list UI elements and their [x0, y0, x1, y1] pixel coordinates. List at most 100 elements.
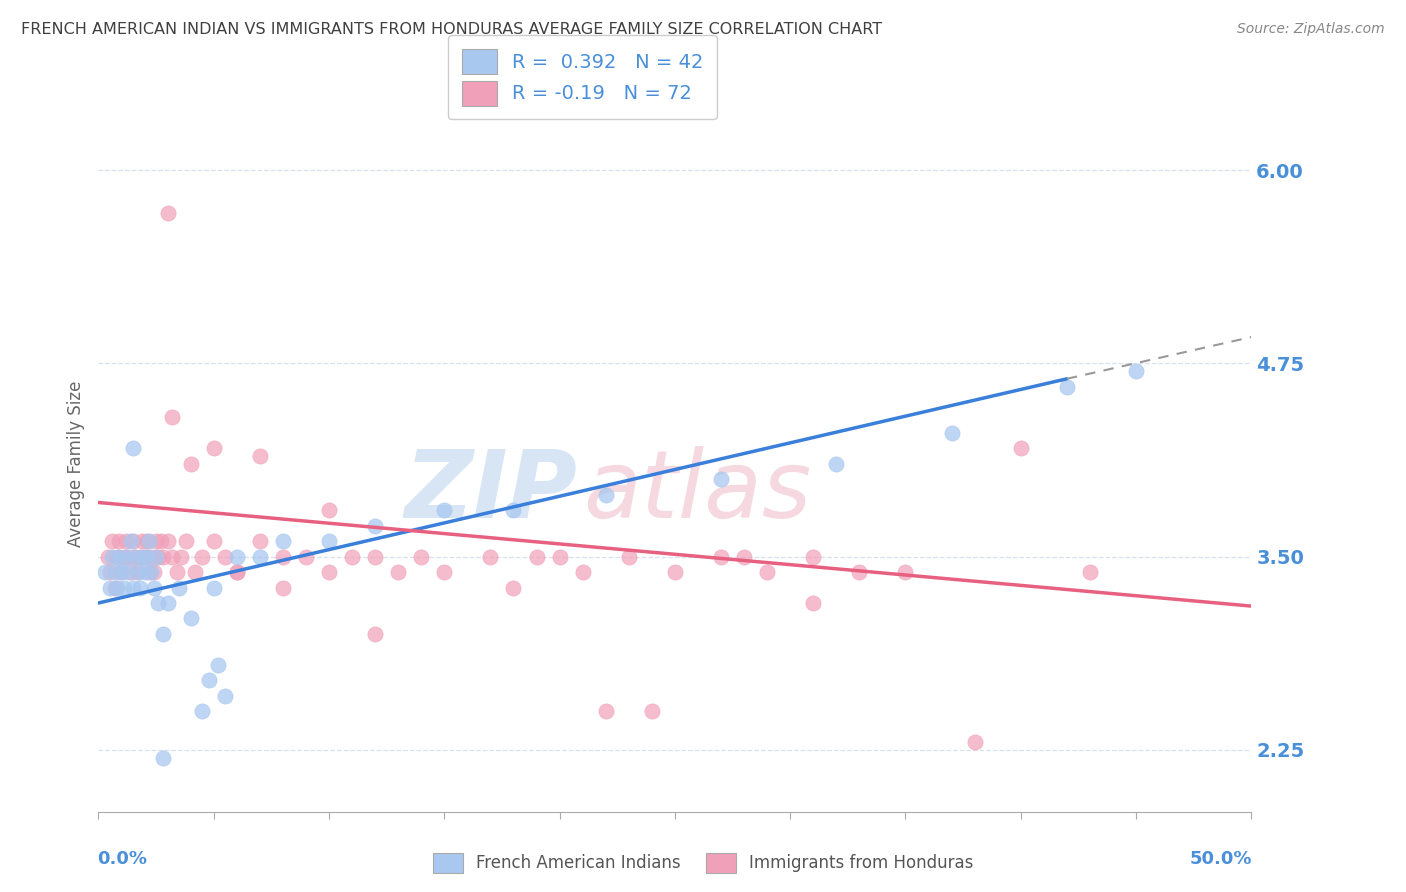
Point: [249, 549, 271, 564]
Point: [214, 689, 236, 703]
Point: [191, 704, 214, 718]
Point: [112, 549, 135, 564]
Point: [122, 534, 145, 549]
Point: [156, 206, 179, 220]
Point: [340, 549, 363, 564]
Point: [848, 565, 870, 579]
Point: [526, 549, 548, 564]
Point: [617, 549, 640, 564]
Point: [271, 534, 294, 549]
Point: [145, 534, 167, 549]
Point: [156, 534, 179, 549]
Point: [318, 534, 340, 549]
Point: [149, 534, 172, 549]
Point: [710, 549, 733, 564]
Point: [110, 565, 132, 579]
Point: [129, 549, 152, 564]
Text: ZIP: ZIP: [404, 446, 576, 538]
Point: [97, 549, 120, 564]
Point: [124, 549, 146, 564]
Point: [152, 549, 174, 564]
Point: [103, 581, 125, 595]
Point: [202, 442, 225, 456]
Point: [117, 565, 139, 579]
Legend: R =  0.392   N = 42, R = -0.19   N = 72: R = 0.392 N = 42, R = -0.19 N = 72: [449, 35, 717, 120]
Point: [433, 565, 456, 579]
Point: [202, 581, 225, 595]
Point: [112, 581, 135, 595]
Point: [101, 549, 124, 564]
Point: [122, 442, 145, 456]
Point: [271, 549, 294, 564]
Point: [117, 549, 139, 564]
Point: [129, 581, 152, 595]
Point: [198, 673, 221, 688]
Point: [595, 488, 617, 502]
Point: [548, 549, 571, 564]
Point: [180, 611, 202, 625]
Point: [103, 565, 125, 579]
Point: [295, 549, 318, 564]
Point: [664, 565, 686, 579]
Point: [1056, 379, 1078, 393]
Point: [141, 549, 163, 564]
Point: [180, 457, 202, 471]
Point: [825, 457, 848, 471]
Point: [801, 596, 824, 610]
Point: [364, 518, 387, 533]
Point: [135, 534, 157, 549]
Point: [225, 565, 247, 579]
Point: [249, 449, 271, 463]
Point: [364, 627, 387, 641]
Point: [479, 549, 502, 564]
Point: [249, 534, 271, 549]
Point: [152, 627, 174, 641]
Point: [184, 565, 207, 579]
Point: [160, 410, 183, 425]
Point: [166, 565, 188, 579]
Point: [411, 549, 433, 564]
Point: [801, 549, 824, 564]
Point: [134, 565, 156, 579]
Point: [756, 565, 779, 579]
Text: 0.0%: 0.0%: [97, 850, 148, 868]
Point: [138, 534, 160, 549]
Point: [124, 549, 146, 564]
Point: [138, 565, 160, 579]
Legend: French American Indians, Immigrants from Honduras: French American Indians, Immigrants from…: [426, 847, 980, 880]
Point: [108, 534, 131, 549]
Point: [167, 581, 190, 595]
Point: [108, 549, 131, 564]
Point: [156, 596, 179, 610]
Point: [98, 565, 121, 579]
Point: [502, 581, 524, 595]
Point: [502, 503, 524, 517]
Point: [595, 704, 617, 718]
Point: [148, 596, 170, 610]
Point: [710, 472, 733, 486]
Point: [134, 549, 156, 564]
Point: [110, 565, 132, 579]
Point: [105, 581, 128, 595]
Point: [318, 503, 340, 517]
Point: [152, 750, 174, 764]
Point: [115, 549, 138, 564]
Point: [135, 549, 157, 564]
Point: [1125, 364, 1147, 378]
Point: [127, 565, 149, 579]
Point: [141, 565, 163, 579]
Point: [131, 549, 153, 564]
Point: [142, 565, 165, 579]
Point: [160, 549, 183, 564]
Text: Source: ZipAtlas.com: Source: ZipAtlas.com: [1237, 22, 1385, 37]
Text: atlas: atlas: [582, 446, 811, 537]
Point: [105, 549, 128, 564]
Point: [894, 565, 917, 579]
Point: [191, 549, 214, 564]
Point: [318, 565, 340, 579]
Point: [120, 565, 142, 579]
Point: [148, 549, 170, 564]
Point: [174, 534, 197, 549]
Point: [641, 704, 664, 718]
Point: [214, 549, 236, 564]
